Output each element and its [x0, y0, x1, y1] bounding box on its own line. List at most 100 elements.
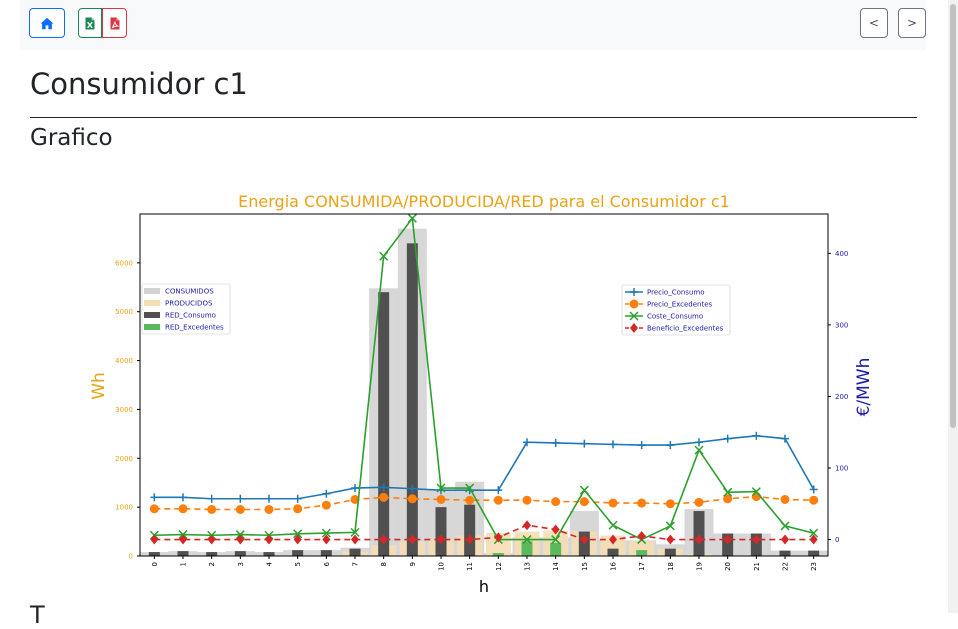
point-precio-consumo-18	[666, 441, 675, 450]
left-tick-label-4000: 4000	[115, 357, 133, 365]
point-precio-excedentes-14	[551, 497, 561, 507]
legend-label-precio-consumo: Precio_Consumo	[647, 289, 705, 297]
legend-swatch-producidos	[144, 300, 160, 306]
point-precio-excedentes-15	[579, 497, 589, 507]
legend-lines: Precio_Consumo Precio_Excedentes Coste_Con…	[621, 284, 731, 336]
bar-red-consumo-11	[464, 504, 476, 556]
legend-swatch-red-consumo	[144, 312, 160, 318]
previous-button[interactable]: <	[860, 8, 888, 38]
right-axis-label: €/MWh	[854, 358, 874, 417]
point-coste-consumo-20	[723, 487, 733, 497]
point-coste-consumo-21	[751, 487, 761, 497]
legend-marker-beneficio-excedentes	[630, 323, 638, 333]
x-tick-label-9: 9	[409, 562, 417, 566]
point-beneficio-excedentes-15	[580, 534, 589, 545]
point-beneficio-excedentes-17	[637, 530, 646, 541]
point-precio-excedentes-4	[264, 504, 274, 514]
point-coste-consumo-9	[407, 213, 417, 223]
x-tick-label-10: 10	[438, 562, 446, 571]
legend-marker-coste-consumo	[629, 311, 639, 321]
plot-frame	[139, 213, 829, 557]
point-precio-excedentes-7	[350, 494, 360, 504]
point-precio-excedentes-11	[465, 495, 475, 505]
line-beneficio-excedentes	[154, 524, 814, 541]
x-axis-label: h	[479, 577, 489, 596]
left-tick-label-3000: 3000	[115, 406, 133, 414]
export-excel-button[interactable]	[78, 8, 102, 38]
point-coste-consumo-13	[522, 535, 532, 545]
point-precio-excedentes-3	[235, 504, 245, 514]
point-precio-consumo-23	[809, 485, 818, 494]
point-beneficio-excedentes-21	[752, 534, 761, 545]
energy-chart: Energia CONSUMIDA/PRODUCIDA/RED para el …	[89, 192, 874, 596]
bar-red-consumo-23	[808, 550, 820, 556]
point-beneficio-excedentes-1	[179, 534, 187, 545]
point-precio-consumo-8	[379, 483, 388, 492]
point-precio-excedentes-22	[780, 494, 790, 504]
left-tick-label-0: 0	[129, 553, 133, 561]
point-beneficio-excedentes-7	[351, 534, 359, 545]
export-pdf-button[interactable]	[102, 8, 127, 38]
point-beneficio-excedentes-5	[293, 534, 302, 545]
line-precio-excedentes	[154, 495, 814, 511]
point-precio-excedentes-2	[207, 504, 217, 514]
x-tick-label-15: 15	[581, 562, 589, 571]
point-coste-consumo-23	[809, 528, 819, 538]
point-precio-consumo-12	[494, 486, 503, 495]
point-beneficio-excedentes-8	[379, 534, 388, 545]
point-precio-excedentes-10	[436, 494, 446, 504]
home-button[interactable]	[29, 8, 65, 38]
bar-red-consumo-1	[177, 551, 189, 556]
legend-label-coste-consumo: Coste_Consumo	[647, 313, 703, 321]
point-precio-consumo-16	[609, 440, 617, 449]
legend-marker-precio-excedentes	[629, 299, 639, 309]
x-tick-label-2: 2	[208, 562, 216, 566]
next-button[interactable]: >	[898, 8, 926, 38]
bar-red-consumo-18	[664, 548, 676, 556]
bar-red-consumo-3	[234, 551, 246, 556]
point-precio-excedentes-20	[723, 494, 733, 504]
point-coste-consumo-11	[465, 483, 475, 493]
bar-red-consumo-22	[779, 550, 791, 556]
point-coste-consumo-5	[293, 529, 303, 539]
point-coste-consumo-18	[665, 521, 675, 531]
bar-red-consumo-7	[349, 548, 361, 556]
point-precio-consumo-17	[637, 441, 646, 450]
bar-red-consumo-19	[693, 511, 705, 556]
point-precio-consumo-3	[236, 494, 245, 503]
bar-producidos-17	[629, 541, 655, 556]
left-tick-label-2000: 2000	[115, 455, 133, 463]
point-precio-excedentes-8	[379, 492, 389, 502]
x-tick-label-20: 20	[724, 562, 732, 571]
point-beneficio-excedentes-23	[809, 534, 818, 545]
point-coste-consumo-1	[178, 530, 188, 540]
page-title: Consumidor c1	[30, 67, 248, 101]
x-tick-label-19: 19	[696, 562, 704, 571]
chart-title: Energia CONSUMIDA/PRODUCIDA/RED para el …	[238, 192, 730, 211]
bar-red-consumo-10	[435, 507, 447, 556]
point-precio-excedentes-16	[608, 498, 618, 508]
point-coste-consumo-19	[694, 445, 704, 455]
point-beneficio-excedentes-20	[723, 534, 732, 545]
bar-red-consumo-0	[148, 552, 160, 556]
legend-label-red-consumo: RED_Consumo	[165, 312, 216, 320]
legend-marker-precio-consumo	[630, 288, 638, 296]
next-section-heading: T	[30, 601, 45, 629]
bar-red-excedentes-14	[550, 542, 562, 556]
point-precio-excedentes-6	[321, 500, 331, 510]
x-tick-label-5: 5	[294, 562, 302, 566]
right-tick-label-300: 300	[835, 321, 848, 329]
point-beneficio-excedentes-16	[609, 534, 617, 545]
point-beneficio-excedentes-3	[236, 534, 245, 545]
x-tick-label-0: 0	[151, 562, 159, 566]
bar-red-consumo-16	[607, 548, 619, 556]
point-beneficio-excedentes-4	[265, 534, 273, 545]
point-beneficio-excedentes-22	[781, 534, 789, 545]
left-tick-label-5000: 5000	[115, 308, 133, 316]
x-tick-label-13: 13	[524, 562, 532, 571]
point-precio-excedentes-1	[178, 504, 188, 514]
point-precio-consumo-9	[408, 484, 417, 493]
x-tick-label-4: 4	[266, 561, 274, 566]
point-precio-consumo-0	[150, 493, 159, 502]
scrollbar-thumb[interactable]	[950, 4, 956, 428]
